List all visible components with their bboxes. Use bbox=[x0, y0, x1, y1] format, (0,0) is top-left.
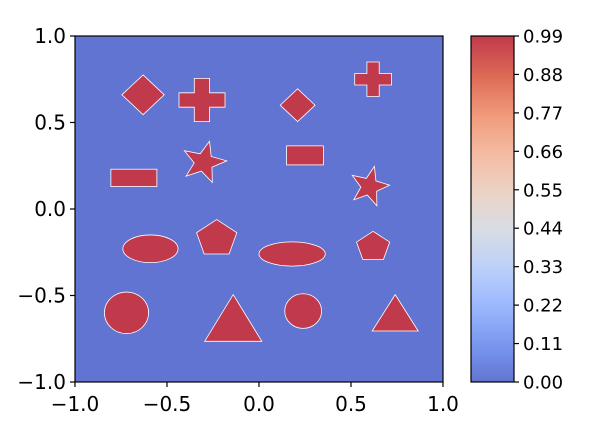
colorbar-tick-label: 0.55 bbox=[523, 180, 563, 201]
shape-pentagon bbox=[356, 230, 391, 260]
shape-cross bbox=[178, 78, 226, 122]
x-tick-label: −1.0 bbox=[51, 392, 100, 416]
shape-ellipse bbox=[122, 234, 179, 264]
shape-ellipse bbox=[104, 291, 149, 334]
colorbar-tick-label: 0.99 bbox=[523, 27, 563, 48]
shape-rect bbox=[286, 145, 324, 166]
shape-ellipse bbox=[284, 293, 322, 329]
colorbar-tick-label: 0.11 bbox=[523, 334, 563, 355]
colorbar-tick-label: 0.88 bbox=[523, 65, 563, 86]
colorbar-tick-label: 0.66 bbox=[523, 142, 563, 163]
shape-rect bbox=[110, 168, 158, 187]
y-tick-label: 0.5 bbox=[34, 111, 66, 135]
shape-triangle bbox=[203, 293, 263, 342]
y-tick-label: 0.0 bbox=[34, 197, 66, 221]
axes: −1.0 −0.5 0.0 0.5 1.0 1.0 0.5 0.0 −0.5 −1.0 bbox=[17, 24, 458, 416]
x-tick-label: 0.5 bbox=[335, 392, 367, 416]
x-tick-label: 0.0 bbox=[243, 392, 275, 416]
colorbar-tick-label: 0.00 bbox=[523, 373, 563, 394]
colorbar-tick-label: 0.77 bbox=[523, 103, 563, 124]
colorbar-tick-label: 0.22 bbox=[523, 296, 563, 317]
shape-pentagon bbox=[196, 219, 238, 255]
shape-cross bbox=[354, 61, 392, 97]
x-tick-label: 1.0 bbox=[427, 392, 459, 416]
shape-triangle bbox=[371, 293, 419, 332]
shape-layer bbox=[104, 61, 419, 342]
shape-star bbox=[183, 140, 229, 184]
shape-star bbox=[351, 165, 391, 207]
colorbar-gradient bbox=[470, 35, 515, 383]
shape-diamond bbox=[279, 88, 316, 123]
shape-diamond bbox=[121, 74, 165, 116]
colorbar-tick-label: 0.44 bbox=[523, 219, 563, 240]
colorbar-tick-label: 0.33 bbox=[523, 257, 563, 278]
x-tick-label: −0.5 bbox=[143, 392, 192, 416]
y-tick-label: −1.0 bbox=[17, 370, 66, 394]
y-tick-label: −0.5 bbox=[17, 284, 66, 308]
colorbar: 0.99 0.88 0.77 0.66 0.55 0.44 0.33 0.22 0.11 0.00 bbox=[470, 27, 563, 394]
y-tick-label: 1.0 bbox=[34, 24, 66, 48]
shape-ellipse bbox=[258, 241, 326, 267]
